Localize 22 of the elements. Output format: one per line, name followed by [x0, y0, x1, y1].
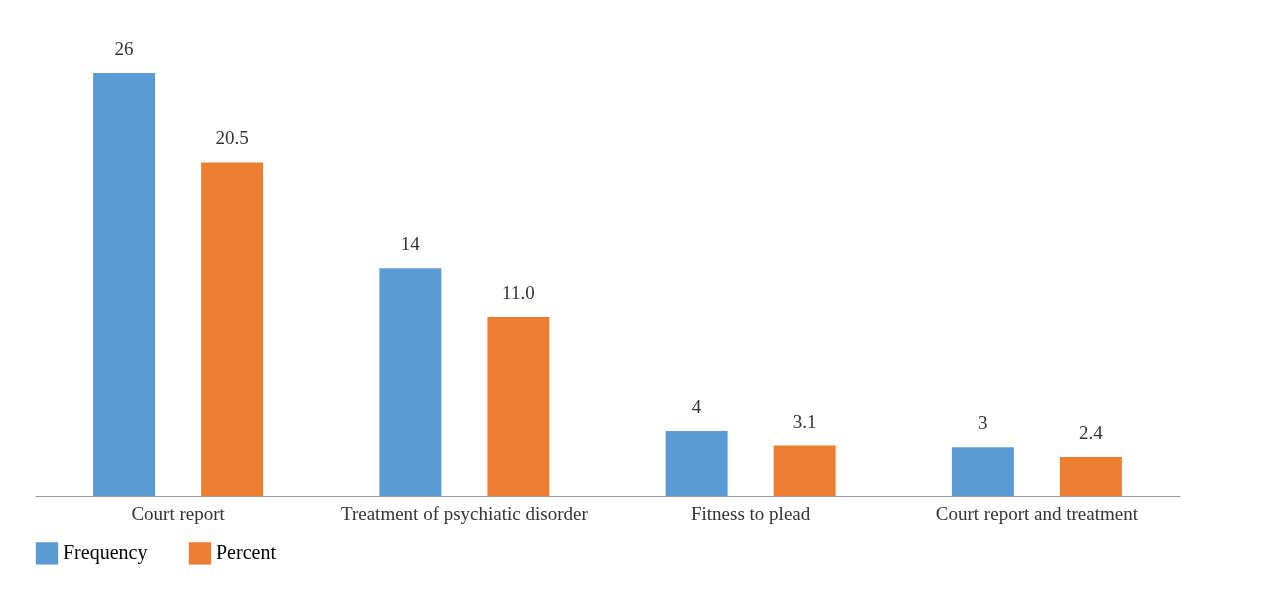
data-label: 26 — [114, 38, 134, 59]
data-label: 3.1 — [792, 410, 817, 432]
x-tick-label: Court report and treatment — [935, 502, 1139, 524]
bar — [951, 447, 1014, 496]
data-label: 20.5 — [215, 127, 249, 149]
bar — [665, 430, 728, 496]
data-label: 11.0 — [502, 282, 535, 304]
bar — [1059, 456, 1122, 496]
data-label: 4 — [691, 395, 702, 417]
legend-label: Frequency — [63, 541, 148, 565]
bar — [201, 162, 264, 496]
data-label: 3 — [978, 412, 988, 434]
x-tick-label: Treatment of psychiatic disorder — [340, 502, 589, 524]
data-label: 14 — [400, 233, 421, 255]
bar — [487, 317, 550, 496]
legend-label: Percent — [216, 541, 277, 564]
x-tick-label: Fitness to plead — [690, 502, 811, 524]
bar — [93, 73, 156, 496]
bar — [379, 268, 442, 496]
data-label: 2.4 — [1079, 421, 1104, 443]
x-tick-label: Court report — [131, 502, 226, 524]
bar — [773, 445, 836, 496]
